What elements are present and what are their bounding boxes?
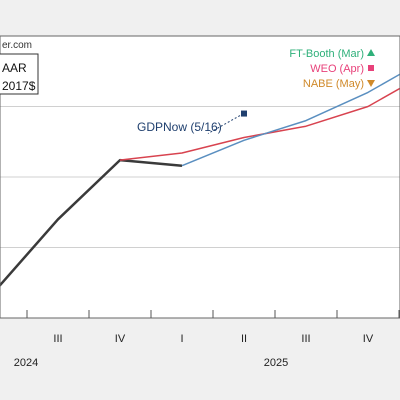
- x-tick-label: IV: [115, 333, 126, 345]
- overlay-layer: GDPNow (5/16): [137, 110, 247, 134]
- units-box: [0, 53, 39, 95]
- triangle-up-icon: [367, 49, 375, 56]
- grid: [0, 106, 400, 248]
- legend-label-3: NABE (May): [303, 78, 364, 90]
- x-tick-label: IV: [363, 333, 374, 345]
- legend: FT-Booth (Mar) WEO (Apr) NABE (May): [289, 48, 375, 90]
- series-layer: [0, 73, 400, 288]
- units-line-1: AAR: [2, 61, 27, 75]
- series-line-3: [181, 73, 400, 167]
- gdpnow-marker: [241, 110, 247, 117]
- triangle-down-icon: [367, 80, 375, 87]
- legend-label-2: WEO (Apr): [310, 63, 364, 75]
- units-line-2: 2017$: [2, 79, 36, 93]
- series-line-2: [119, 87, 400, 161]
- source-text: er.com: [2, 40, 32, 51]
- series-line-1: [0, 158, 183, 288]
- x-year-label: 2024: [14, 357, 38, 369]
- x-tick-label: II: [241, 333, 247, 345]
- gdpnow-label: GDPNow (5/16): [137, 120, 222, 134]
- x-year-label: 2025: [264, 357, 288, 369]
- x-tick-label: III: [301, 333, 310, 345]
- legend-label-1: FT-Booth (Mar): [289, 48, 364, 60]
- square-icon: [368, 65, 374, 71]
- x-tick-label: III: [53, 333, 62, 345]
- plot-frame: [0, 35, 400, 319]
- x-tick-label: I: [180, 333, 183, 345]
